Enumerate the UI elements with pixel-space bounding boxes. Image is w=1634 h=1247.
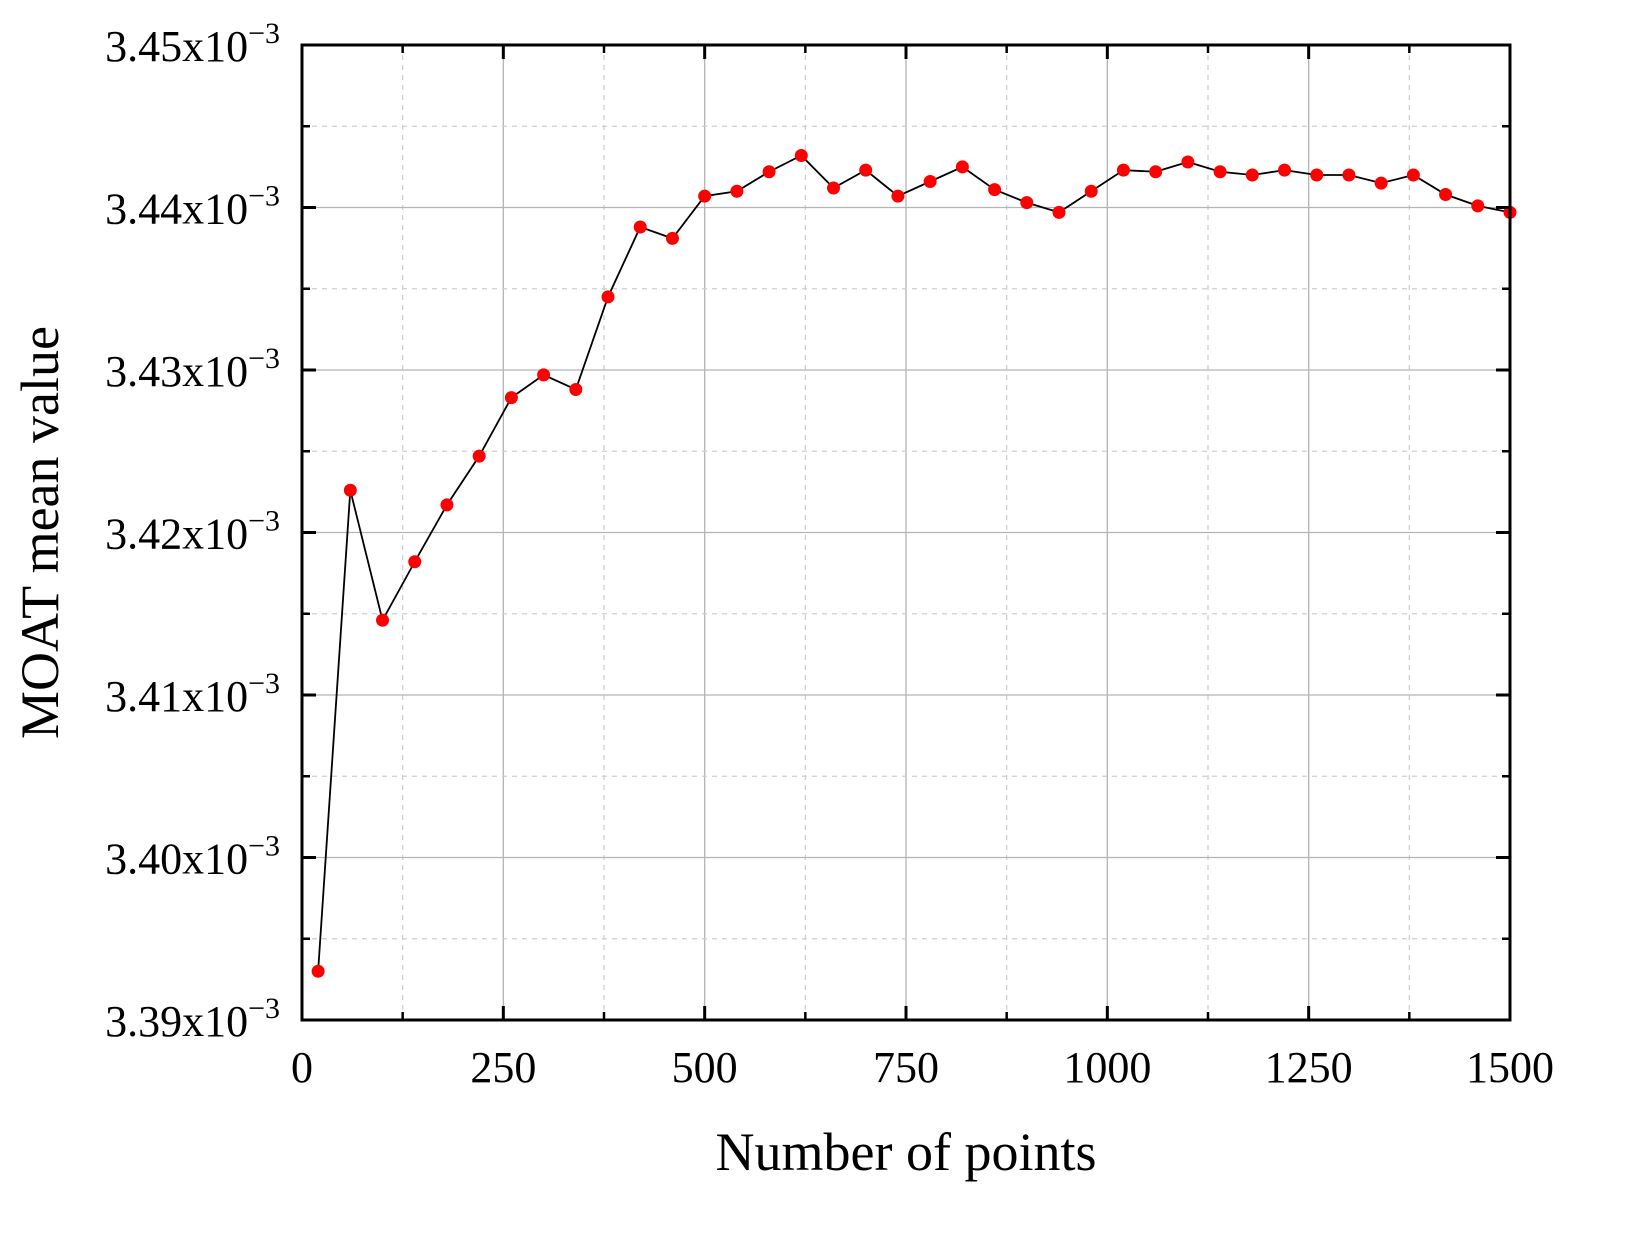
data-point bbox=[1342, 168, 1356, 182]
y-tick-label-base: 3.40x10 bbox=[105, 835, 248, 884]
data-point bbox=[1181, 155, 1195, 169]
grid-layer bbox=[302, 45, 1510, 1020]
data-point bbox=[859, 163, 873, 177]
data-point bbox=[665, 231, 679, 245]
data-point bbox=[1020, 196, 1034, 210]
data-point bbox=[1406, 168, 1420, 182]
data-point bbox=[988, 183, 1002, 197]
data-point bbox=[1245, 168, 1259, 182]
series-layer bbox=[311, 149, 1517, 978]
data-point bbox=[633, 220, 647, 234]
y-tick-label-exponent: −3 bbox=[248, 180, 280, 213]
x-axis-title: Number of points bbox=[716, 1122, 1097, 1182]
data-point bbox=[537, 368, 551, 382]
data-point bbox=[601, 290, 615, 304]
data-point bbox=[1116, 163, 1130, 177]
y-tick-label-base: 3.45x10 bbox=[105, 22, 248, 71]
data-point bbox=[1439, 188, 1453, 201]
data-point bbox=[1213, 165, 1227, 179]
data-point bbox=[1084, 184, 1098, 198]
data-point bbox=[408, 555, 422, 569]
data-point bbox=[1278, 163, 1292, 177]
y-tick-label-base: 3.39x10 bbox=[105, 997, 248, 1046]
data-point bbox=[472, 449, 486, 463]
data-point bbox=[955, 160, 969, 174]
data-point bbox=[440, 498, 454, 512]
y-tick-label-exponent: −3 bbox=[248, 830, 280, 863]
data-point bbox=[343, 483, 357, 497]
y-tick-label-exponent: −3 bbox=[248, 992, 280, 1025]
y-tick-label: 3.41x10−3 bbox=[105, 667, 280, 721]
data-point bbox=[1471, 199, 1485, 213]
data-point bbox=[923, 175, 937, 188]
y-tick-label: 3.44x10−3 bbox=[105, 180, 280, 234]
x-tick-label: 250 bbox=[470, 1043, 536, 1092]
y-tick-label: 3.43x10−3 bbox=[105, 342, 280, 396]
y-tick-label: 3.39x10−3 bbox=[105, 992, 280, 1046]
data-point bbox=[311, 964, 325, 978]
y-tick-label-exponent: −3 bbox=[248, 505, 280, 538]
y-tick-label: 3.45x10−3 bbox=[105, 17, 280, 71]
series-line bbox=[317, 154, 1511, 972]
data-point bbox=[1149, 165, 1163, 179]
y-tick-label: 3.42x10−3 bbox=[105, 505, 280, 559]
data-point bbox=[827, 181, 841, 195]
y-tick-label-base: 3.41x10 bbox=[105, 672, 248, 721]
data-point bbox=[891, 189, 905, 203]
data-point bbox=[1310, 168, 1324, 182]
y-tick-label-base: 3.43x10 bbox=[105, 347, 248, 396]
y-tick-label-exponent: −3 bbox=[248, 667, 280, 700]
x-tick-label: 1000 bbox=[1063, 1043, 1151, 1092]
x-tick-label: 750 bbox=[873, 1043, 939, 1092]
data-point bbox=[1374, 176, 1388, 190]
y-tick-label-exponent: −3 bbox=[248, 342, 280, 375]
y-tick-label-base: 3.44x10 bbox=[105, 185, 248, 234]
y-tick-label: 3.40x10−3 bbox=[105, 830, 280, 884]
label-layer: 0 250 500 750 1000 1250 15003.39x10−33.40x10−3… bbox=[105, 17, 1554, 1092]
data-point bbox=[698, 189, 712, 203]
data-point bbox=[762, 165, 776, 179]
x-tick-label: 1250 bbox=[1265, 1043, 1353, 1092]
x-tick-label: 0 bbox=[291, 1043, 313, 1092]
data-point bbox=[794, 149, 808, 162]
y-tick-label-exponent: −3 bbox=[248, 17, 280, 50]
x-tick-label: 1500 bbox=[1466, 1043, 1554, 1092]
y-axis-title: MOAT mean value bbox=[10, 326, 70, 739]
data-point bbox=[569, 383, 583, 396]
tick-layer bbox=[300, 43, 1512, 1022]
x-tick-label: 500 bbox=[672, 1043, 738, 1092]
data-point bbox=[730, 184, 744, 198]
data-point bbox=[1052, 205, 1066, 219]
data-point bbox=[376, 613, 390, 627]
data-point bbox=[504, 391, 518, 405]
y-tick-label-base: 3.42x10 bbox=[105, 510, 248, 559]
